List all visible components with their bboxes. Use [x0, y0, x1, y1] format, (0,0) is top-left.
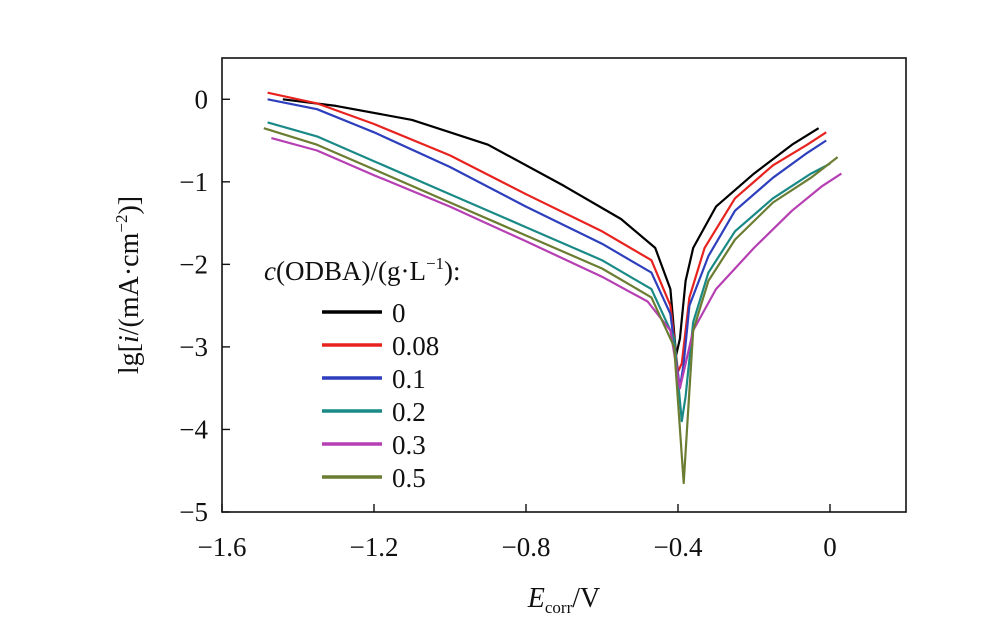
- x-tick-label: 0: [823, 532, 837, 562]
- y-tick-label: 0: [195, 84, 209, 114]
- legend-title: c(ODBA)/(g·L−1):: [264, 254, 461, 286]
- y-tick-label: −4: [179, 414, 208, 444]
- y-tick-label: −2: [179, 249, 208, 279]
- legend-label: 0: [392, 298, 406, 328]
- legend-label: 0.1: [392, 364, 426, 394]
- plot-frame: [221, 57, 907, 513]
- legend-label: 0.5: [392, 463, 426, 493]
- x-tick-label: −0.8: [502, 532, 551, 562]
- y-tick-label: −3: [179, 332, 208, 362]
- axis-ticks: −1.6 −1.2 −0.8 −0.4 0 0 −1 −2 −3 −4 −5: [179, 84, 836, 562]
- x-tick-label: −0.4: [654, 532, 703, 562]
- y-tick-label: −5: [179, 497, 208, 527]
- legend-label: 0.3: [392, 430, 426, 460]
- legend: 00.080.10.20.30.5: [322, 298, 439, 493]
- x-axis-label: Ecorr/V: [527, 583, 600, 617]
- y-tick-label: −1: [179, 167, 208, 197]
- x-tick-label: −1.2: [350, 532, 399, 562]
- legend-label: 0.2: [392, 397, 426, 427]
- series-line-0.5: [263, 127, 839, 485]
- x-tick-label: −1.6: [198, 532, 247, 562]
- y-axis-label: lg[i/(mA·cm−2)]: [112, 196, 145, 374]
- legend-label: 0.08: [392, 331, 439, 361]
- series-layer: [263, 91, 842, 485]
